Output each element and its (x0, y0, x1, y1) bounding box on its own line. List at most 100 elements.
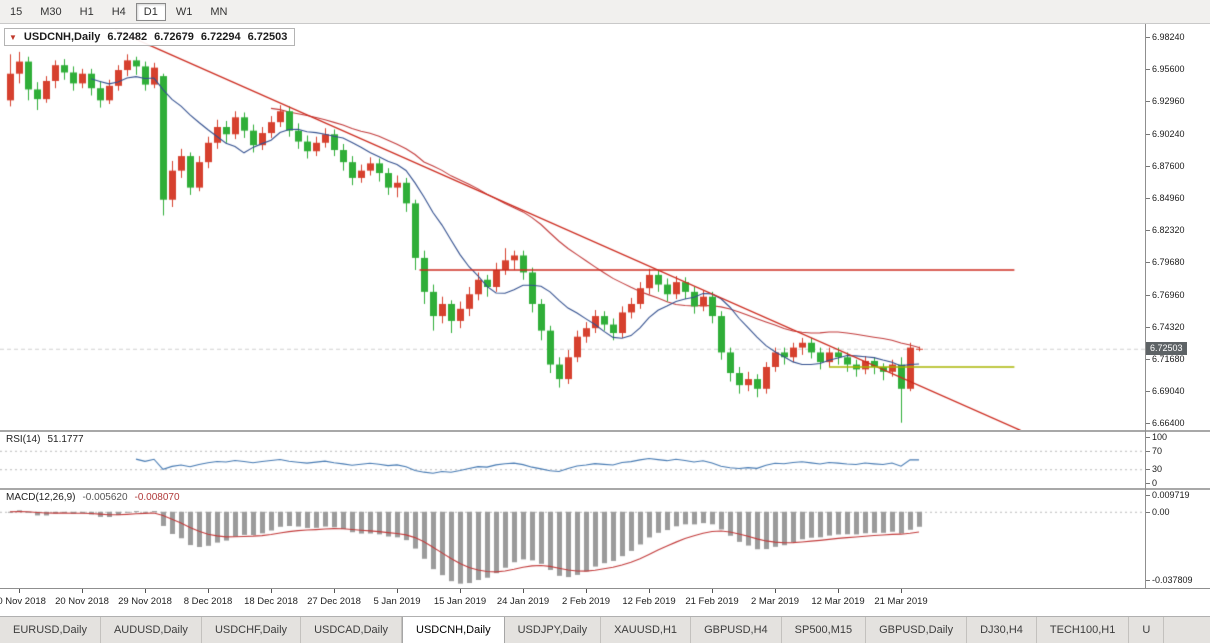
time-axis-label: 12 Feb 2019 (622, 596, 676, 607)
time-axis-tick (271, 589, 272, 593)
price-axis-label: 6.84960 (1152, 192, 1185, 203)
chart-tab-u[interactable]: U (1129, 617, 1165, 643)
price-axis-label: 6.66400 (1152, 417, 1185, 428)
chart-tab-sp500-m15[interactable]: SP500,M15 (782, 617, 867, 643)
rsi-axis-label: 100 (1152, 432, 1168, 442)
current-price-badge: 6.72503 (1146, 341, 1187, 355)
time-axis-label: 2 Feb 2019 (561, 596, 611, 607)
macd-axis-tick (1146, 511, 1150, 513)
time-axis-label: 20 Nov 2018 (55, 596, 109, 607)
price-axis-label: 6.74320 (1152, 321, 1185, 332)
time-axis-label: 27 Dec 2018 (307, 596, 361, 607)
timeframe-button-m30[interactable]: M30 (40, 5, 62, 18)
rsi-axis-label: 0 (1152, 478, 1158, 488)
timeframe-button-h1[interactable]: H1 (79, 5, 94, 18)
chart-tab-dj30-h4[interactable]: DJ30,H4 (967, 617, 1037, 643)
time-axis-label: 18 Dec 2018 (244, 596, 298, 607)
macd-indicator-label: MACD(12,26,9) -0.005620 -0.008070 (6, 492, 180, 503)
time-axis-label: 24 Jan 2019 (496, 596, 550, 607)
panel-separator[interactable] (0, 488, 1210, 490)
macd-axis-label: -0.037809 (1152, 575, 1193, 586)
time-axis-tick (775, 589, 776, 593)
macd-axis-tick (1146, 580, 1150, 582)
chart-tab-audusd-daily[interactable]: AUDUSD,Daily (101, 617, 202, 643)
macd-canvas[interactable] (0, 490, 1145, 588)
time-axis-label: 2 Mar 2019 (750, 596, 800, 607)
macd-axis-label: 0.009719 (1152, 490, 1190, 500)
time-axis[interactable]: 10 Nov 2018 20 Nov 2018 29 Nov 2018 8 Dec 2… (0, 588, 1210, 616)
axis-separator-line (1145, 24, 1146, 588)
price-axis-tick (1146, 100, 1150, 102)
price-axis-tick (1146, 197, 1150, 199)
price-chart-canvas[interactable] (0, 24, 1145, 430)
price-axis-tick (1146, 390, 1150, 392)
timeframe-button-h4[interactable]: H4 (111, 5, 126, 18)
symbol-info-box: ▼ USDCNH,Daily 6.72482 6.72679 6.72294 6… (4, 28, 296, 46)
chart-tab-gbpusd-h4[interactable]: GBPUSD,H4 (691, 617, 782, 643)
price-axis-tick (1146, 326, 1150, 328)
time-axis-tick (838, 589, 839, 593)
rsi-name: RSI(14) (6, 434, 41, 445)
ohlc-close-value: 6.72503 (247, 31, 288, 43)
time-axis-tick (397, 589, 398, 593)
chart-tab-gbpusd-daily[interactable]: GBPUSD,Daily (866, 617, 968, 643)
symbol-marker-icon: ▼ (9, 32, 17, 42)
chart-tab-usdjpy-daily[interactable]: USDJPY,Daily (505, 617, 602, 643)
price-axis-label: 6.69040 (1152, 385, 1185, 396)
price-axis-tick (1146, 261, 1150, 263)
time-axis-label: 21 Feb 2019 (685, 596, 739, 607)
rsi-axis-tick (1146, 437, 1150, 438)
chart-tab-tech100-h1[interactable]: TECH100,H1 (1037, 617, 1130, 643)
ohlc-low-value: 6.72294 (200, 31, 241, 43)
rsi-indicator-label: RSI(14) 51.1777 (6, 434, 84, 445)
price-axis-label: 6.82320 (1152, 224, 1185, 235)
timeframe-button-mn[interactable]: MN (210, 5, 228, 18)
ohlc-open-value: 6.72482 (107, 31, 148, 43)
price-axis-label: 6.76960 (1152, 289, 1185, 300)
price-axis-tick (1146, 422, 1150, 424)
macd-axis[interactable]: 0.009719 0.00 -0.037809 (1146, 490, 1210, 588)
macd-main-value: -0.005620 (82, 492, 128, 503)
timeframe-button-15[interactable]: 15 (10, 5, 23, 18)
chart-tab-eurusd-daily[interactable]: EURUSD,Daily (0, 617, 101, 643)
price-axis-tick (1146, 133, 1150, 135)
price-axis[interactable]: 6.98240 6.95600 6.92960 6.90240 6.87600 6.849… (1146, 24, 1210, 430)
price-axis-tick (1146, 165, 1150, 167)
chart-tab-usdcnh-daily[interactable]: USDCNH,Daily (402, 617, 505, 643)
price-axis-label: 6.92960 (1152, 95, 1185, 106)
macd-signal-value: -0.008070 (134, 492, 180, 503)
price-axis-tick (1146, 68, 1150, 70)
macd-axis-tick (1146, 495, 1150, 496)
panel-separator[interactable] (0, 430, 1210, 432)
timeframe-button-w1[interactable]: W1 (175, 5, 193, 18)
price-axis-tick (1146, 294, 1150, 296)
macd-axis-label: 0.00 (1152, 506, 1170, 517)
price-axis-label: 6.87600 (1152, 160, 1185, 171)
macd-indicator-panel[interactable]: MACD(12,26,9) -0.005620 -0.008070 0.0097… (0, 490, 1210, 588)
time-axis-tick (460, 589, 461, 593)
price-axis-label: 6.90240 (1152, 128, 1185, 139)
time-axis-tick (208, 589, 209, 593)
chart-tab-xauusd-h1[interactable]: XAUUSD,H1 (601, 617, 692, 643)
time-axis-label: 21 Mar 2019 (874, 596, 928, 607)
timeframe-button-d1[interactable]: D1 (135, 2, 166, 21)
chart-tab-bar: EURUSD,Daily AUDUSD,Daily USDCHF,Daily USDC… (0, 616, 1210, 643)
time-axis-label: 5 Jan 2019 (373, 596, 421, 607)
time-axis-tick (145, 589, 146, 593)
price-chart-panel[interactable]: ▼ USDCNH,Daily 6.72482 6.72679 6.72294 6… (0, 24, 1210, 430)
rsi-canvas[interactable] (0, 432, 1145, 488)
time-axis-label: 29 Nov 2018 (118, 596, 172, 607)
rsi-axis-label: 70 (1152, 445, 1163, 456)
time-axis-tick (586, 589, 587, 593)
chart-tab-usdchf-daily[interactable]: USDCHF,Daily (202, 617, 302, 643)
price-axis-tick (1146, 358, 1150, 360)
price-axis-label: 6.79680 (1152, 256, 1185, 267)
price-axis-label: 6.71680 (1152, 353, 1185, 364)
rsi-axis[interactable]: 100 70 30 0 (1146, 432, 1210, 488)
chart-tab-usdcad-daily[interactable]: USDCAD,Daily (301, 617, 403, 643)
macd-name: MACD(12,26,9) (6, 492, 76, 503)
symbol-timeframe-label: USDCNH,Daily (23, 31, 101, 43)
rsi-axis-tick (1146, 469, 1150, 471)
ohlc-high-value: 6.72679 (154, 31, 194, 43)
rsi-indicator-panel[interactable]: RSI(14) 51.1777 100 70 30 0 (0, 432, 1210, 488)
